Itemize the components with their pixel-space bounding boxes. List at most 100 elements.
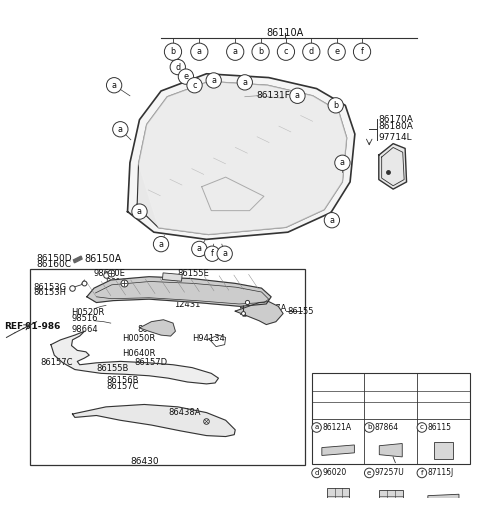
Text: a: a <box>295 92 300 100</box>
Text: 98516: 98516 <box>72 314 98 323</box>
Text: a: a <box>112 81 117 90</box>
Text: a: a <box>197 47 202 56</box>
Circle shape <box>191 43 208 60</box>
Text: 86155: 86155 <box>287 307 313 316</box>
Circle shape <box>170 59 185 75</box>
Text: a: a <box>233 47 238 56</box>
Polygon shape <box>128 74 355 239</box>
Circle shape <box>107 78 122 93</box>
Text: a: a <box>314 424 319 431</box>
Bar <box>162 273 182 281</box>
Polygon shape <box>379 444 402 457</box>
Circle shape <box>227 43 244 60</box>
Circle shape <box>364 468 374 478</box>
Bar <box>312 373 470 464</box>
Text: 86115: 86115 <box>428 423 452 432</box>
Text: b: b <box>258 47 263 56</box>
Polygon shape <box>322 445 354 455</box>
Text: 86156B: 86156B <box>106 375 139 385</box>
Polygon shape <box>87 277 271 307</box>
Text: H0640R: H0640R <box>122 349 155 358</box>
Polygon shape <box>72 404 235 436</box>
Text: 86170A: 86170A <box>379 115 414 124</box>
Circle shape <box>353 43 371 60</box>
Circle shape <box>187 78 202 93</box>
Bar <box>379 490 403 501</box>
Polygon shape <box>137 81 347 235</box>
Text: 86150A: 86150A <box>84 253 122 264</box>
Text: a: a <box>158 240 164 249</box>
Text: b: b <box>367 424 372 431</box>
Circle shape <box>417 468 427 478</box>
Text: 86430: 86430 <box>130 458 158 466</box>
Circle shape <box>252 43 269 60</box>
Text: 98630E: 98630E <box>93 269 125 278</box>
Polygon shape <box>379 144 407 189</box>
Text: a: a <box>329 216 335 225</box>
Text: 86121A: 86121A <box>323 423 351 432</box>
Circle shape <box>154 236 168 252</box>
Text: 86159B: 86159B <box>177 287 209 297</box>
Circle shape <box>335 155 350 171</box>
Text: 97257U: 97257U <box>375 468 405 477</box>
Text: f: f <box>420 470 423 476</box>
Text: 86110A: 86110A <box>267 27 304 38</box>
Polygon shape <box>51 331 218 384</box>
Text: 86165: 86165 <box>137 325 164 334</box>
Text: 86150D: 86150D <box>36 254 72 263</box>
Circle shape <box>324 212 339 228</box>
Text: a: a <box>118 125 123 134</box>
Circle shape <box>328 98 343 113</box>
Text: H0520R: H0520R <box>72 308 105 316</box>
Circle shape <box>364 423 374 432</box>
Text: 86155E: 86155E <box>178 269 210 278</box>
Text: a: a <box>340 158 345 168</box>
Text: a: a <box>242 78 247 87</box>
Text: a: a <box>211 76 216 85</box>
Circle shape <box>328 43 345 60</box>
Text: c: c <box>420 424 424 431</box>
Text: 98664: 98664 <box>72 325 98 334</box>
Text: 86153H: 86153H <box>33 288 66 297</box>
Bar <box>327 489 349 503</box>
Text: 86157D: 86157D <box>135 358 168 368</box>
Text: b: b <box>333 101 338 110</box>
Text: 86157C: 86157C <box>106 382 139 391</box>
Bar <box>434 442 453 459</box>
Text: a: a <box>197 245 202 253</box>
Circle shape <box>192 241 207 256</box>
Circle shape <box>113 121 128 137</box>
Text: H0050R: H0050R <box>122 334 155 343</box>
Polygon shape <box>140 320 175 336</box>
Polygon shape <box>428 494 459 500</box>
Text: 86153G: 86153G <box>33 283 66 292</box>
Text: 86168A: 86168A <box>105 278 138 287</box>
Circle shape <box>303 43 320 60</box>
Circle shape <box>217 246 232 262</box>
Polygon shape <box>139 81 347 235</box>
Circle shape <box>417 423 427 432</box>
Text: 86160C: 86160C <box>36 260 72 269</box>
Polygon shape <box>73 256 82 263</box>
Circle shape <box>206 73 221 88</box>
Circle shape <box>312 423 322 432</box>
Polygon shape <box>235 301 283 325</box>
Text: d: d <box>314 470 319 476</box>
Circle shape <box>277 43 295 60</box>
Text: f: f <box>360 47 363 56</box>
Text: e: e <box>334 47 339 56</box>
Circle shape <box>290 88 305 103</box>
Text: 87115J: 87115J <box>428 468 454 477</box>
Text: e: e <box>367 470 372 476</box>
Text: 87864: 87864 <box>375 423 399 432</box>
Text: 86155B: 86155B <box>96 364 129 373</box>
Circle shape <box>132 204 147 219</box>
Text: 12431: 12431 <box>174 300 200 309</box>
Circle shape <box>237 75 252 90</box>
Text: REF.91-986: REF.91-986 <box>4 322 61 331</box>
Text: 86438A: 86438A <box>168 408 201 417</box>
Text: 97714L: 97714L <box>379 133 412 142</box>
Text: d: d <box>175 63 180 71</box>
Text: 96020: 96020 <box>323 468 347 477</box>
Text: a: a <box>222 249 227 258</box>
